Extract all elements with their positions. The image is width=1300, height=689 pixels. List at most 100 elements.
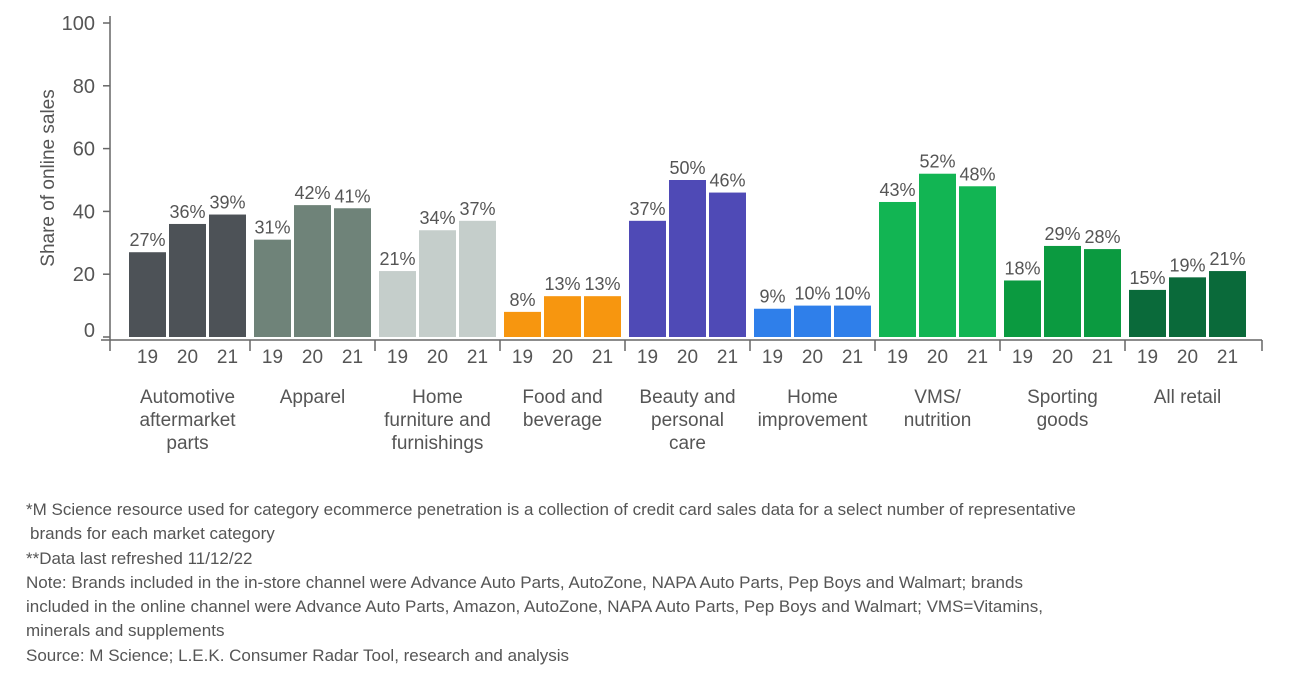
footnote-line: included in the online channel were Adva…: [26, 597, 1043, 617]
category-label: aftermarket: [139, 410, 236, 431]
data-label: 27%: [129, 230, 165, 250]
footnote-line: brands for each market category: [30, 524, 275, 544]
y-tick-label: 60: [73, 139, 95, 161]
y-tick-label: 100: [62, 13, 95, 35]
x-tick-label: 19: [637, 347, 658, 368]
data-label: 8%: [509, 290, 535, 310]
category-label: nutrition: [904, 410, 972, 431]
data-label: 37%: [629, 199, 665, 219]
bar: [959, 186, 996, 337]
bar: [669, 180, 706, 337]
bar: [419, 230, 456, 337]
category-label: parts: [166, 433, 208, 454]
data-label: 36%: [169, 202, 205, 222]
data-label: 21%: [1209, 249, 1245, 269]
data-label: 21%: [379, 249, 415, 269]
category-label: Sporting: [1027, 387, 1098, 408]
category-label: Home: [787, 387, 838, 408]
x-tick-label: 21: [342, 347, 363, 368]
bar: [209, 214, 246, 337]
data-label: 18%: [1004, 258, 1040, 278]
bar: [794, 305, 831, 337]
data-label: 15%: [1129, 268, 1165, 288]
x-tick-label: 21: [1217, 347, 1238, 368]
bar: [294, 205, 331, 337]
x-tick-label: 20: [552, 347, 573, 368]
x-tick-label: 20: [427, 347, 448, 368]
x-tick-label: 21: [717, 347, 738, 368]
footnote-line: **Data last refreshed 11/12/22: [26, 548, 253, 568]
category-label: goods: [1037, 410, 1089, 431]
x-tick-label: 20: [927, 347, 948, 368]
bar: [919, 173, 956, 337]
x-tick-label: 20: [1177, 347, 1198, 368]
y-tick-label: 0: [84, 320, 95, 342]
x-tick-label: 21: [217, 347, 238, 368]
data-label: 46%: [709, 171, 745, 191]
bar: [254, 239, 291, 337]
x-tick-label: 21: [592, 347, 613, 368]
data-label: 34%: [419, 208, 455, 228]
data-label: 42%: [294, 183, 330, 203]
footnote-source: Source: M Science; L.E.K. Consumer Radar…: [26, 645, 570, 665]
x-tick-label: 21: [842, 347, 863, 368]
category-label: care: [669, 433, 706, 454]
x-tick-label: 19: [512, 347, 533, 368]
x-tick-label: 20: [1052, 347, 1073, 368]
data-label: 41%: [334, 186, 370, 206]
x-tick-label: 19: [387, 347, 408, 368]
x-tick-label: 20: [177, 347, 198, 368]
x-tick-label: 20: [802, 347, 823, 368]
category-label: personal: [651, 410, 724, 431]
bar: [754, 308, 791, 337]
data-label: 52%: [919, 152, 955, 172]
data-label: 10%: [794, 284, 830, 304]
bar: [709, 192, 746, 337]
data-label: 28%: [1084, 227, 1120, 247]
category-label: improvement: [758, 410, 869, 431]
category-label: beverage: [523, 410, 602, 431]
y-axis-label: Share of online sales: [38, 89, 59, 266]
x-tick-label: 21: [1092, 347, 1113, 368]
data-label: 10%: [834, 284, 870, 304]
bar: [544, 296, 581, 337]
data-label: 13%: [544, 274, 580, 294]
category-label: furniture and: [384, 410, 491, 431]
category-label: Beauty and: [639, 387, 735, 408]
bar: [169, 223, 206, 337]
bar: [1169, 277, 1206, 337]
x-tick-label: 20: [302, 347, 323, 368]
bar: [129, 252, 166, 337]
footnote-line: minerals and supplements: [26, 621, 225, 641]
bar: [629, 220, 666, 337]
data-label: 43%: [879, 180, 915, 200]
x-tick-label: 19: [762, 347, 783, 368]
category-label: furnishings: [392, 433, 484, 454]
data-label: 37%: [459, 199, 495, 219]
y-tick-label: 20: [73, 264, 95, 286]
category-label: Home: [412, 387, 463, 408]
footnote-line: *M Science resource used for category ec…: [26, 500, 1076, 519]
bar: [834, 305, 871, 337]
x-tick-label: 19: [1137, 347, 1158, 368]
category-label: Food and: [522, 387, 602, 408]
bar-chart: 0 20 40 60 80 100 Share of online sales 27% 19 36…: [38, 13, 1263, 454]
x-tick-label: 19: [262, 347, 283, 368]
bar: [1004, 280, 1041, 337]
x-tick-label: 19: [137, 347, 158, 368]
x-tick-label: 20: [677, 347, 698, 368]
data-label: 50%: [669, 158, 705, 178]
data-label: 13%: [584, 274, 620, 294]
category-label: All retail: [1154, 387, 1222, 408]
data-label: 9%: [759, 287, 785, 307]
bar: [459, 220, 496, 337]
bar: [504, 311, 541, 337]
bar: [1084, 249, 1121, 337]
y-tick-label: 40: [73, 201, 95, 223]
x-tick-label: 19: [1012, 347, 1033, 368]
data-label: 19%: [1169, 255, 1205, 275]
category-label: Apparel: [280, 387, 346, 408]
x-tick-label: 21: [967, 347, 988, 368]
category-label: Automotive: [140, 387, 235, 408]
footnotes: *M Science resource used for category ec…: [26, 498, 1076, 668]
